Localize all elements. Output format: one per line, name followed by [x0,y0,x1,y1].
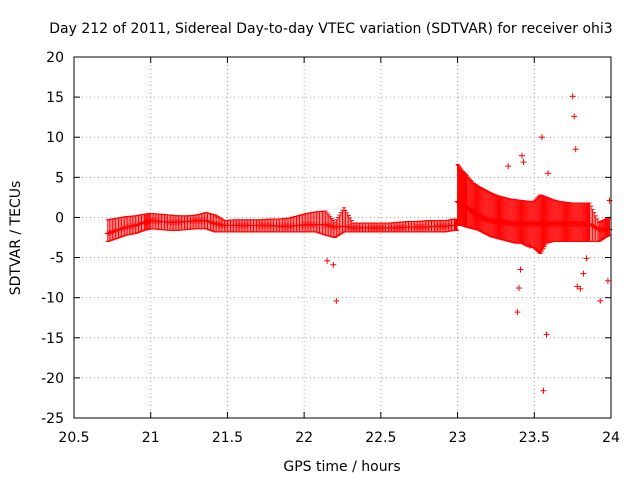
outlier-point [505,163,512,170]
x-axis-label: GPS time / hours [283,459,400,475]
axis-ticks [73,56,612,419]
outlier-point [574,283,581,290]
y-axis-label: SDTVAR / TECUs [8,181,24,296]
outlier-point [540,387,547,394]
y-tick-label: -20 [41,371,64,387]
outlier-point [515,285,522,292]
y-tick-label: 0 [55,210,64,226]
x-tick-label: 23 [449,430,467,446]
outlier-point [324,257,331,264]
outlier-point [583,255,590,262]
x-tick-label: 23.5 [519,430,550,446]
plot-frame [73,56,612,419]
outlier-point [545,170,552,177]
x-tick-label: 22.5 [365,430,396,446]
outlier-point [520,159,527,166]
outlier-point [604,277,611,284]
outlier-point [580,270,587,277]
y-tick-label: -15 [41,331,64,347]
y-tick-label: 10 [46,130,64,146]
outlier-point [514,309,521,316]
outlier-point [330,261,337,268]
y-tick-label: 20 [46,50,64,66]
outlier-point [517,266,524,273]
outlier-point [571,113,578,120]
y-tick-label: -10 [41,291,64,307]
outlier-point [526,242,533,249]
y-tick-label: 5 [55,170,64,186]
x-tick-label: 21.5 [212,430,243,446]
outlier-point [519,152,526,159]
tick-labels: 20.5 21 21.5 22 22.5 23 23.5 24 -25 -20 -15 -10 -5 0 5… [41,50,620,446]
outlier-point [597,297,604,304]
data-series [104,93,613,394]
outlier-point [572,146,579,153]
outlier-point [577,285,584,292]
outlier-point [543,331,550,338]
outlier-point [333,297,340,304]
outlier-point [538,134,545,141]
y-tick-label: 15 [46,90,64,106]
y-tick-label: -5 [50,251,64,267]
y-tick-label: -25 [41,411,64,427]
x-tick-label: 21 [142,430,160,446]
x-tick-label: 22 [295,430,313,446]
x-tick-label: 20.5 [58,430,89,446]
chart-title: Day 212 of 2011, Sidereal Day-to-day VTE… [49,21,612,37]
outlier-point [569,93,576,100]
x-tick-label: 24 [602,430,620,446]
